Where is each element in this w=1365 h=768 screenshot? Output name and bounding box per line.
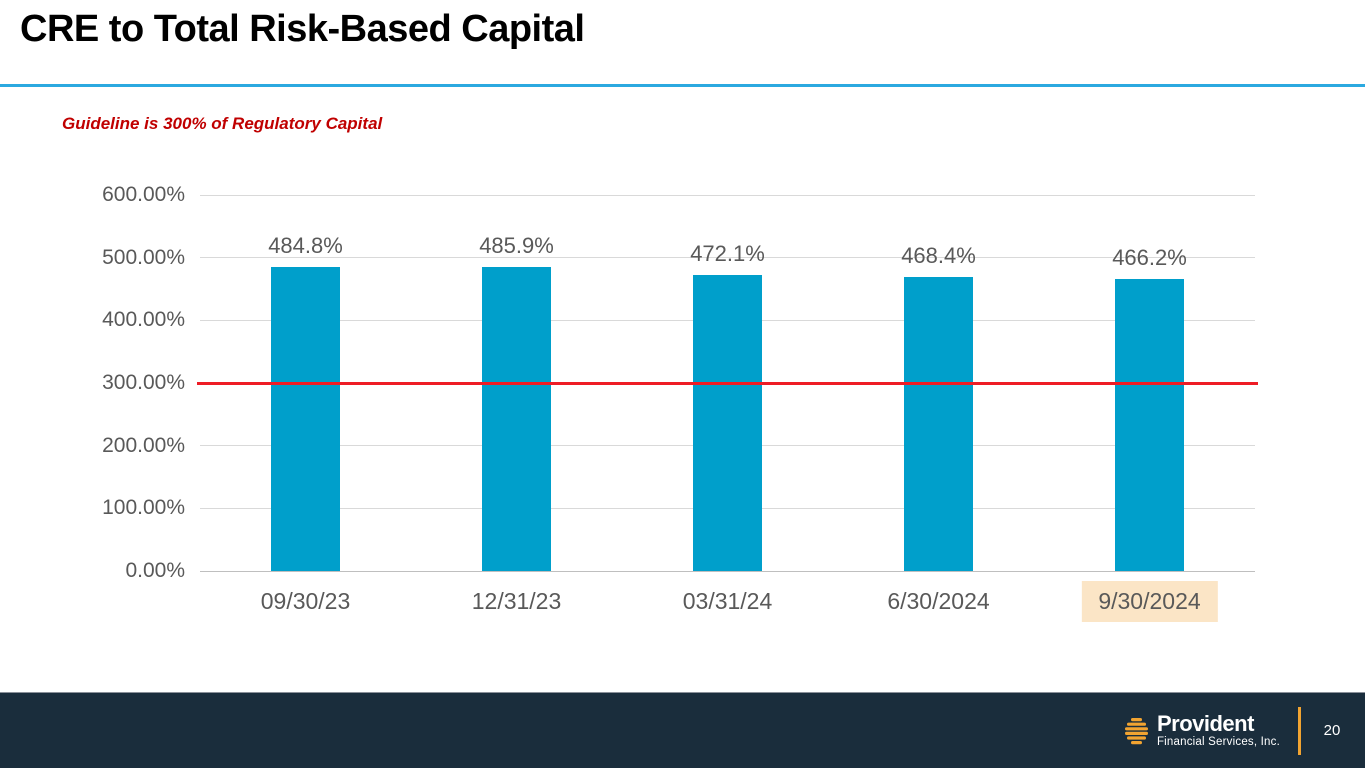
logo-name: Provident [1156, 710, 1254, 736]
page-title: CRE to Total Risk-Based Capital [20, 8, 585, 50]
x-axis-label: 6/30/2024 [887, 588, 990, 614]
y-axis-tick: 500.00% [102, 245, 185, 269]
footer-divider [1298, 706, 1301, 755]
logo-text: Provident Financial Services, Inc. [1156, 710, 1280, 749]
x-axis-label: 12/31/23 [471, 588, 562, 614]
x-axis-label-highlighted: 9/30/2024 [1081, 581, 1218, 622]
y-axis-tick: 300.00% [102, 371, 185, 394]
guideline-note: Guideline is 300% of Regulatory Capital [62, 114, 383, 133]
y-axis-tick: 100.00% [102, 496, 185, 520]
x-axis-label: 09/30/23 [260, 588, 351, 614]
y-axis-tick: 200.00% [102, 433, 185, 457]
beehive-icon [1124, 717, 1148, 744]
bar-value-label: 472.1% [690, 241, 765, 267]
bar-value-label: 485.9% [479, 232, 554, 258]
bar [904, 277, 973, 571]
bar [271, 267, 340, 571]
bar-chart: 600.00% 500.00% 400.00% 300.00% 200.00% 100.0… [102, 183, 1258, 622]
provident-logo: Provident Financial Services, Inc. [1123, 710, 1280, 749]
gridline [200, 257, 1255, 259]
bar-value-label: 468.4% [901, 243, 976, 269]
bar-value-label: 484.8% [268, 233, 343, 259]
guideline-line [197, 381, 1258, 385]
title-divider [0, 84, 1365, 87]
y-axis-tick: 400.00% [102, 308, 185, 332]
logo-subtitle: Financial Services, Inc. [1156, 735, 1280, 748]
gridline [200, 194, 1255, 196]
x-axis-label: 03/31/24 [682, 588, 773, 614]
gridline [200, 570, 1255, 572]
bar [693, 275, 762, 571]
y-axis-tick: 0.00% [125, 559, 185, 582]
y-axis-tick: 600.00% [102, 183, 185, 206]
bar [482, 266, 551, 571]
footer: Provident Financial Services, Inc. 20 [0, 692, 1365, 768]
page-number: 20 [1323, 722, 1341, 739]
bar-value-label: 466.2% [1112, 244, 1187, 270]
bar [1115, 278, 1184, 571]
